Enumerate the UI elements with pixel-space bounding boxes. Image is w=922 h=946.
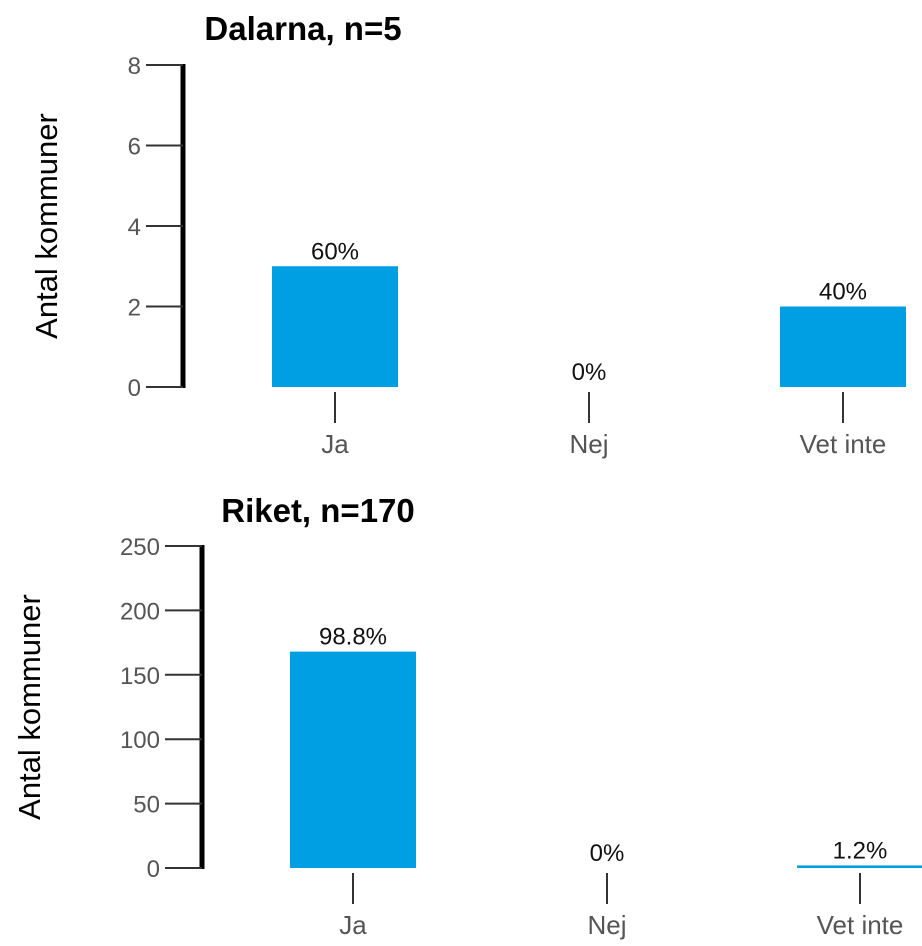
x-category-label: Nej — [569, 429, 608, 459]
chart-title: Riket, n=170 — [221, 492, 415, 529]
y-tick-label: 50 — [133, 792, 160, 819]
x-category-label: Vet inte — [800, 429, 887, 459]
y-tick-label: 4 — [128, 214, 141, 241]
bar-data-label: 40% — [819, 279, 867, 306]
bar — [272, 266, 398, 387]
bar-data-label: 0% — [572, 359, 607, 386]
y-tick-label: 250 — [120, 534, 160, 561]
y-tick-label: 0 — [128, 375, 141, 402]
bar-data-label: 98.8% — [319, 624, 387, 651]
bar-data-label: 1.2% — [833, 837, 888, 864]
y-tick-label: 100 — [120, 727, 160, 754]
y-tick-label: 200 — [120, 598, 160, 625]
bar — [780, 306, 906, 387]
y-tick-label: 6 — [128, 134, 141, 161]
y-tick-label: 0 — [147, 856, 160, 883]
bar — [797, 865, 922, 868]
x-category-label: Ja — [339, 910, 367, 940]
bar — [290, 651, 416, 868]
bar-data-label: 60% — [311, 238, 359, 265]
y-tick-label: 8 — [128, 53, 141, 80]
x-category-label: Nej — [587, 910, 626, 940]
y-tick-label: 2 — [128, 295, 141, 322]
y-axis-label: Antal kommuner — [12, 594, 47, 820]
y-tick-label: 150 — [120, 663, 160, 690]
bar-data-label: 0% — [590, 840, 625, 867]
y-axis-label: Antal kommuner — [29, 113, 64, 339]
chart-title: Dalarna, n=5 — [204, 10, 401, 47]
x-category-label: Vet inte — [817, 910, 904, 940]
x-category-label: Ja — [321, 429, 349, 459]
